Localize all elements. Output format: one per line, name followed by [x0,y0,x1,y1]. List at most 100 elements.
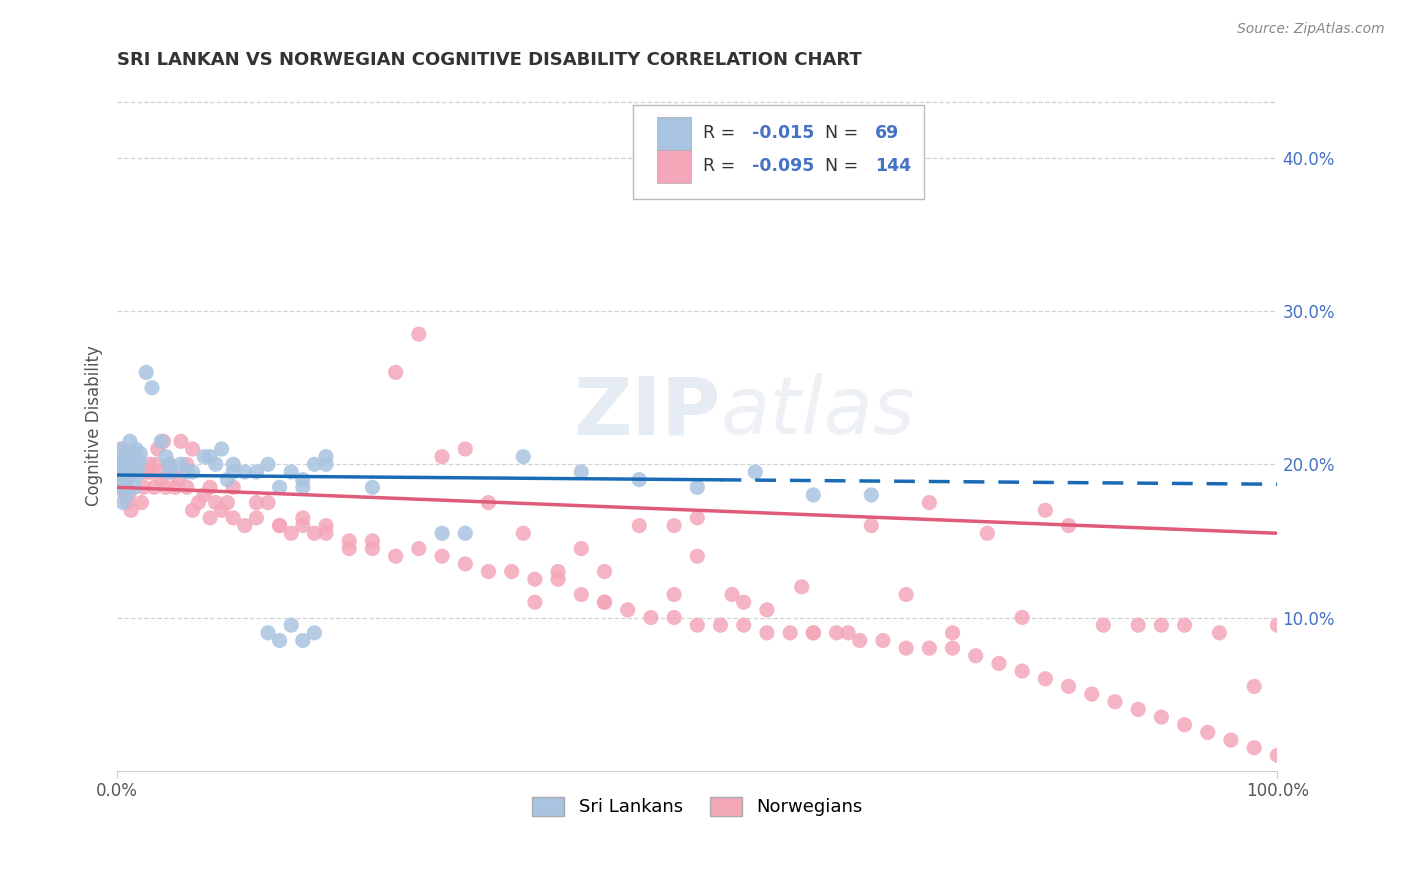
Point [454,526,477,541]
Point [744,465,766,479]
Point [523,572,546,586]
Point [1011,610,1033,624]
Point [233,518,256,533]
Point [110,465,132,479]
Point [245,495,267,509]
Point [122,458,145,472]
Point [454,442,477,456]
Point [628,473,651,487]
Point [430,526,453,541]
Point [257,458,280,472]
Point [181,465,204,479]
Point [408,327,430,342]
Point [181,503,204,517]
Point [1267,618,1289,632]
Point [337,533,360,548]
Text: N =: N = [825,124,863,142]
Y-axis label: Cognitive Disability: Cognitive Disability [86,345,103,507]
Point [127,460,149,475]
Point [593,565,616,579]
Point [315,450,337,464]
Point [1267,748,1289,763]
Point [233,465,256,479]
Point [112,465,135,479]
Point [107,480,129,494]
Point [1128,702,1150,716]
Point [118,454,141,468]
Point [117,460,139,475]
Point [125,468,148,483]
Point [291,633,314,648]
Point [662,518,685,533]
Point [138,458,160,472]
Point [280,526,302,541]
Point [193,488,215,502]
Point [1057,518,1080,533]
Point [801,625,824,640]
Point [304,458,326,472]
Point [110,458,132,472]
Point [269,480,291,494]
Point [204,458,226,472]
Point [117,465,139,479]
Point [118,450,141,464]
FancyBboxPatch shape [657,150,692,183]
Point [1150,618,1173,632]
Point [114,465,136,479]
Point [114,450,136,464]
Point [160,465,183,479]
Point [204,495,226,509]
Point [115,473,138,487]
Text: 69: 69 [875,124,898,142]
Point [291,473,314,487]
Point [1174,717,1197,731]
Point [361,480,384,494]
FancyBboxPatch shape [657,117,692,150]
Point [721,588,744,602]
Point [114,460,136,475]
Point [150,473,173,487]
Point [245,511,267,525]
Point [131,495,153,509]
Point [198,480,221,494]
Point [132,465,155,479]
Point [801,625,824,640]
Point [128,454,150,468]
Point [454,557,477,571]
Point [138,465,160,479]
Point [848,633,870,648]
Point [176,465,198,479]
Point [569,541,592,556]
Point [111,480,134,494]
Point [112,469,135,483]
Text: R =: R = [703,124,741,142]
Point [111,454,134,468]
Point [167,473,190,487]
Point [120,445,142,459]
Point [918,641,941,656]
Point [640,610,662,624]
Point [111,458,134,472]
Point [146,442,169,456]
Text: Source: ZipAtlas.com: Source: ZipAtlas.com [1237,22,1385,37]
Point [860,518,883,533]
Point [120,503,142,517]
Point [108,480,131,494]
Point [245,465,267,479]
Point [361,533,384,548]
Point [593,595,616,609]
Point [110,442,132,456]
Text: -0.095: -0.095 [752,157,814,175]
Point [118,465,141,479]
Point [125,442,148,456]
Point [593,595,616,609]
Point [304,526,326,541]
Point [111,465,134,479]
Point [118,488,141,502]
Point [124,480,146,494]
Point [141,381,163,395]
Point [569,588,592,602]
Point [1057,680,1080,694]
Point [1128,618,1150,632]
Point [181,442,204,456]
